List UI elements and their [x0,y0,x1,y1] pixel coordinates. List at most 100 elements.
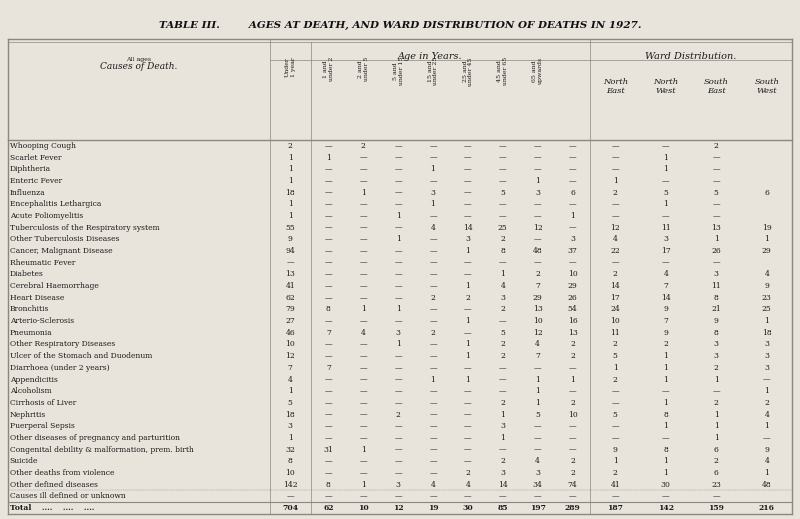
Text: Other deaths from violence: Other deaths from violence [10,469,114,477]
Text: 22: 22 [610,247,620,255]
Text: —: — [611,399,619,407]
Text: 5: 5 [663,189,668,197]
Text: 1: 1 [663,154,668,161]
Text: 25: 25 [498,224,508,231]
Text: 9: 9 [288,236,293,243]
Text: 62: 62 [286,294,295,302]
Text: 12: 12 [533,224,542,231]
Text: 9: 9 [663,306,668,313]
Text: 2: 2 [613,376,618,384]
Text: Cerebral Haemorrhage: Cerebral Haemorrhage [10,282,98,290]
Text: 3: 3 [714,340,718,348]
Text: 2: 2 [613,189,618,197]
Text: —: — [430,317,437,325]
Text: —: — [534,166,542,173]
Text: 1: 1 [288,200,293,208]
Text: —: — [534,142,542,150]
Text: —: — [499,317,506,325]
Text: —: — [394,189,402,197]
Text: —: — [713,177,720,185]
Text: 3: 3 [396,481,401,488]
Text: —: — [325,422,332,430]
Text: 16: 16 [568,317,578,325]
Text: Pneumonia: Pneumonia [10,329,52,337]
Text: 10: 10 [286,340,295,348]
Text: —: — [464,200,472,208]
Text: —: — [611,166,619,173]
Text: 2: 2 [500,340,506,348]
Text: 7: 7 [663,282,668,290]
Text: 10: 10 [568,270,578,278]
Text: 13: 13 [286,270,295,278]
Text: 18: 18 [762,329,772,337]
Text: 1 and
under 2: 1 and under 2 [323,57,334,81]
Text: —: — [394,399,402,407]
Text: 2: 2 [714,399,718,407]
Text: —: — [464,270,472,278]
Text: —: — [359,364,367,372]
Text: 3: 3 [430,189,435,197]
Text: 2 and
under 5: 2 and under 5 [358,57,369,81]
Text: 2: 2 [714,364,718,372]
Text: 5: 5 [535,411,540,418]
Text: —: — [325,411,332,418]
Text: —: — [394,259,402,267]
Text: —: — [430,282,437,290]
Text: 85: 85 [498,504,508,512]
Text: 9: 9 [613,446,618,454]
Text: 9: 9 [764,446,769,454]
Text: 9: 9 [764,282,769,290]
Text: 216: 216 [759,504,774,512]
Text: —: — [430,411,437,418]
Text: 2: 2 [535,270,540,278]
Text: 1: 1 [466,317,470,325]
Text: 46: 46 [286,329,295,337]
Text: 4: 4 [764,270,769,278]
Text: 1: 1 [500,434,506,442]
Text: —: — [359,411,367,418]
Text: 8: 8 [663,446,668,454]
Text: 1: 1 [430,200,435,208]
Text: 4: 4 [361,329,366,337]
Text: TABLE III.        AGES AT DEATH, AND WARD DISTRIBUTION OF DEATHS IN 1927.: TABLE III. AGES AT DEATH, AND WARD DISTR… [158,21,642,30]
Text: —: — [359,200,367,208]
Text: —: — [464,493,472,500]
Text: —: — [394,270,402,278]
Text: 3: 3 [535,189,540,197]
Text: —: — [325,294,332,302]
Text: 3: 3 [500,469,506,477]
Text: —: — [430,434,437,442]
Text: 1: 1 [535,387,540,395]
Text: —: — [359,317,367,325]
Text: —: — [394,200,402,208]
Text: 18: 18 [286,189,295,197]
Text: South
West: South West [754,78,779,95]
Text: —: — [359,340,367,348]
Text: 1: 1 [396,236,401,243]
Text: —: — [534,236,542,243]
Text: —: — [325,259,332,267]
Text: 1: 1 [361,446,366,454]
Text: Enteric Fever: Enteric Fever [10,177,62,185]
Text: —: — [464,387,472,395]
Text: —: — [394,364,402,372]
Text: —: — [394,247,402,255]
Text: 30: 30 [462,504,474,512]
Text: —: — [569,224,577,231]
Text: —: — [430,422,437,430]
Text: 289: 289 [565,504,581,512]
Text: 7: 7 [535,282,540,290]
Text: —: — [569,177,577,185]
Text: 48: 48 [762,481,772,488]
Text: 3: 3 [500,422,506,430]
Text: —: — [499,177,506,185]
Text: —: — [611,422,619,430]
Text: 3: 3 [663,236,668,243]
Text: 15 and
under 25: 15 and under 25 [428,57,438,86]
Text: 1: 1 [288,387,293,395]
Text: 1: 1 [535,376,540,384]
Text: 29: 29 [762,247,772,255]
Text: 1: 1 [663,364,668,372]
Text: —: — [394,376,402,384]
Text: —: — [713,200,720,208]
